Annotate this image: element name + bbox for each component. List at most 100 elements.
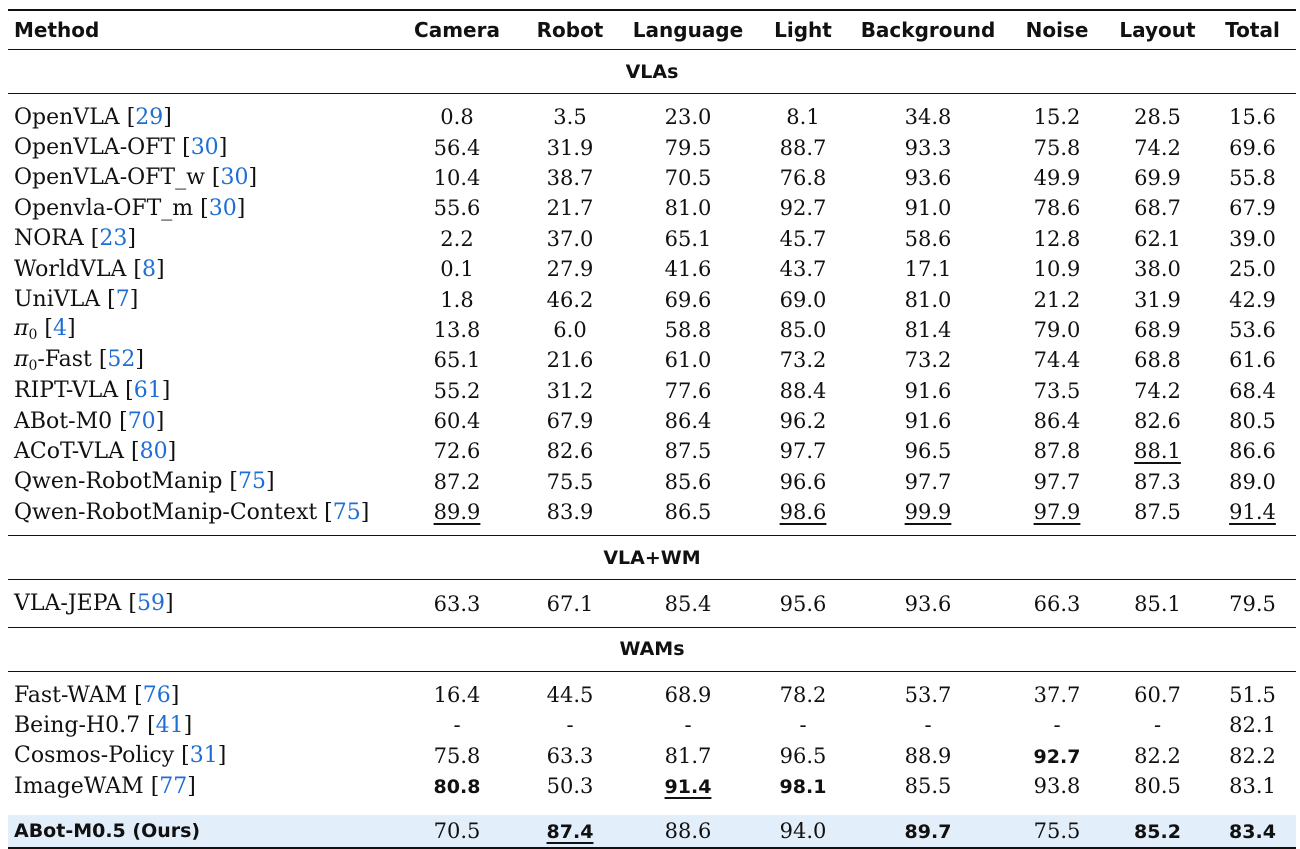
- score-value: 83.9: [546, 500, 594, 525]
- score-cell-camera: 87.2: [392, 467, 522, 497]
- score-value: 25.0: [1229, 257, 1276, 282]
- score-value: 86.4: [1033, 409, 1081, 434]
- citation-link: 23: [99, 226, 128, 252]
- column-header-camera: Camera: [392, 9, 522, 50]
- score-value: 85.1: [1134, 591, 1181, 616]
- score-cell-layout: 68.9: [1106, 315, 1209, 345]
- score-cell-robot: -: [522, 710, 618, 740]
- score-value: 58.6: [904, 226, 952, 251]
- citation-link: 61: [133, 378, 162, 404]
- score-value: 88.9: [904, 743, 952, 768]
- score-value: 81.4: [904, 317, 952, 342]
- score-cell-noise: 73.5: [1008, 376, 1106, 406]
- table-row: NORA [23] 2.2 37.0 65.1 45.7 58.6 12.8 62.1 39.0: [8, 224, 1296, 254]
- score-value: 73.2: [904, 348, 952, 373]
- score-cell-language: 87.5: [618, 436, 758, 466]
- score-cell-total: 83.1: [1209, 771, 1296, 809]
- method-name-cell: Qwen-RobotManip [75]: [14, 469, 275, 495]
- score-cell-robot: 37.0: [522, 224, 618, 254]
- score-value: 70.5: [664, 165, 712, 190]
- score-cell-layout: 85.1: [1106, 579, 1209, 628]
- score-cell-language: 88.6: [618, 815, 758, 849]
- score-cell-total: 53.6: [1209, 315, 1296, 345]
- score-value: 91.0: [904, 196, 952, 221]
- score-cell-robot: 21.7: [522, 193, 618, 223]
- score-value: 96.5: [904, 439, 952, 464]
- table-row: ImageWAM [77] 80.8 50.3 91.4 98.1 85.5 93.8 80.…: [8, 771, 1296, 809]
- score-cell-noise: 12.8: [1008, 224, 1106, 254]
- score-value: 83.4: [1229, 821, 1276, 844]
- section-header-row: VLA+WM: [8, 535, 1296, 581]
- score-value: 99.9: [904, 500, 952, 525]
- score-value: 53.6: [1229, 317, 1276, 342]
- score-value: 21.7: [546, 196, 594, 221]
- score-value: 74.2: [1134, 135, 1181, 160]
- method-name: ACoT-VLA: [14, 438, 125, 464]
- score-cell-layout: 62.1: [1106, 224, 1209, 254]
- citation-link: 75: [332, 499, 361, 525]
- score-value: 97.7: [1033, 469, 1081, 494]
- score-cell-language: 23.0: [618, 94, 758, 133]
- method-name-cell: ACoT-VLA [80]: [14, 438, 177, 464]
- method-name: ABot-M0.5 (Ours): [14, 820, 201, 843]
- score-cell-total: 61.6: [1209, 345, 1296, 375]
- citation-link: 75: [237, 469, 266, 495]
- table-row: VLA-JEPA [59] 63.3 67.1 85.4 95.6 93.6 66.3 85.…: [8, 579, 1296, 628]
- score-cell-light: 95.6: [758, 579, 848, 628]
- score-cell-robot: 44.5: [522, 671, 618, 710]
- score-cell-camera: 16.4: [392, 671, 522, 710]
- score-value: 15.6: [1229, 105, 1276, 130]
- score-cell-total: 67.9: [1209, 193, 1296, 223]
- score-value: 88.6: [664, 819, 712, 844]
- score-cell-camera: -: [392, 710, 522, 740]
- spacer-cell: [8, 809, 1296, 816]
- score-cell-background: 53.7: [848, 671, 1008, 710]
- column-header-language: Language: [618, 9, 758, 50]
- score-value: 75.8: [1033, 135, 1081, 160]
- score-value: 6.0: [553, 317, 587, 342]
- method-name: π: [14, 316, 29, 342]
- citation-link: 77: [159, 773, 188, 799]
- score-value: 80.5: [1134, 774, 1181, 799]
- method-name-cell: π0 [4]: [14, 316, 76, 344]
- score-cell-light: 96.6: [758, 467, 848, 497]
- method-name: OpenVLA-OFT_w: [14, 165, 205, 191]
- method-name: OpenVLA: [14, 104, 120, 130]
- column-header-layout: Layout: [1106, 9, 1209, 50]
- score-value: 68.4: [1229, 378, 1276, 403]
- score-value: 78.6: [1033, 196, 1081, 221]
- score-cell-noise: 37.7: [1008, 671, 1106, 710]
- method-name-cell: ABot-M0 [70]: [14, 408, 165, 434]
- score-value: 85.2: [1134, 821, 1181, 844]
- citation-link: 41: [155, 712, 184, 738]
- score-value: 38.7: [546, 165, 594, 190]
- method-subscript: 0: [28, 327, 38, 344]
- score-value: 95.6: [779, 591, 827, 616]
- score-value: 55.2: [433, 378, 481, 403]
- score-value: 55.6: [433, 196, 481, 221]
- score-cell-language: 61.0: [618, 345, 758, 375]
- score-cell-noise: 49.9: [1008, 163, 1106, 193]
- score-cell-layout: 28.5: [1106, 94, 1209, 133]
- score-value: 34.8: [904, 105, 952, 130]
- score-value: -: [684, 713, 692, 738]
- score-value: 91.4: [664, 776, 712, 799]
- score-cell-background: 91.6: [848, 376, 1008, 406]
- score-value: 78.2: [779, 683, 827, 708]
- score-cell-background: 93.6: [848, 579, 1008, 628]
- method-suffix: -Fast: [37, 346, 92, 372]
- score-value: 28.5: [1134, 105, 1181, 130]
- table-row: Being-H0.7 [41] - - - - - - - 82.1: [8, 710, 1296, 740]
- method-name-cell: Being-H0.7 [41]: [14, 712, 193, 738]
- score-value: 85.4: [664, 591, 712, 616]
- score-value: 79.0: [1033, 317, 1081, 342]
- score-value: 87.2: [433, 469, 481, 494]
- score-value: 74.2: [1134, 378, 1181, 403]
- score-cell-robot: 46.2: [522, 284, 618, 314]
- score-value: 85.6: [664, 469, 712, 494]
- section-title: VLAs: [8, 49, 1296, 94]
- score-value: 68.9: [664, 683, 712, 708]
- method-name: RIPT-VLA: [14, 378, 119, 404]
- score-value: 93.6: [904, 165, 952, 190]
- method-name: UniVLA: [14, 287, 101, 313]
